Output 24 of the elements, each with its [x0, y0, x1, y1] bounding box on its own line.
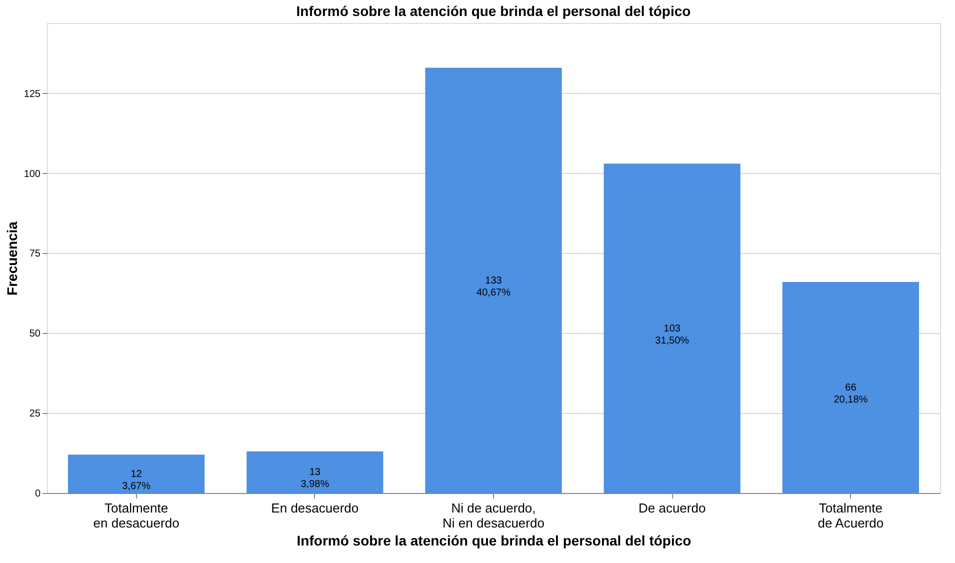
- y-tick-label: 75: [29, 248, 41, 260]
- bar: [604, 164, 740, 493]
- y-tick-label: 125: [24, 88, 41, 100]
- y-tick-label: 50: [29, 328, 41, 340]
- y-axis-title: Frecuencia: [4, 221, 20, 296]
- data-label: 66 20,18%: [834, 382, 868, 406]
- data-label: 13 3,98%: [300, 467, 330, 490]
- chart-title: Informó sobre la atención que brinda el personal del tópico: [296, 3, 691, 19]
- x-tick-label: En desacuerdo: [271, 500, 359, 516]
- data-label: 12 3,67%: [122, 468, 151, 492]
- bar: [68, 454, 205, 493]
- x-tick-label: Totalmente de Acuerdo: [818, 500, 884, 530]
- bar: [782, 282, 920, 493]
- x-tick-label: De acuerdo: [638, 500, 706, 516]
- x-axis-title: Informó sobre la atención que brinda el personal del tópico: [296, 532, 692, 548]
- bar: [425, 68, 562, 493]
- data-label: 133 40,67%: [476, 275, 511, 298]
- data-label: 103 31,50%: [655, 323, 690, 346]
- y-tick-label: 100: [24, 168, 41, 180]
- x-tick-label: Totalmente en desacuerdo: [93, 500, 180, 530]
- bar: [246, 451, 384, 493]
- x-tick-label: Ni de acuerdo, Ni en desacuerdo: [442, 500, 544, 530]
- y-tick-label: 0: [34, 488, 41, 500]
- y-tick-label: 25: [29, 408, 41, 420]
